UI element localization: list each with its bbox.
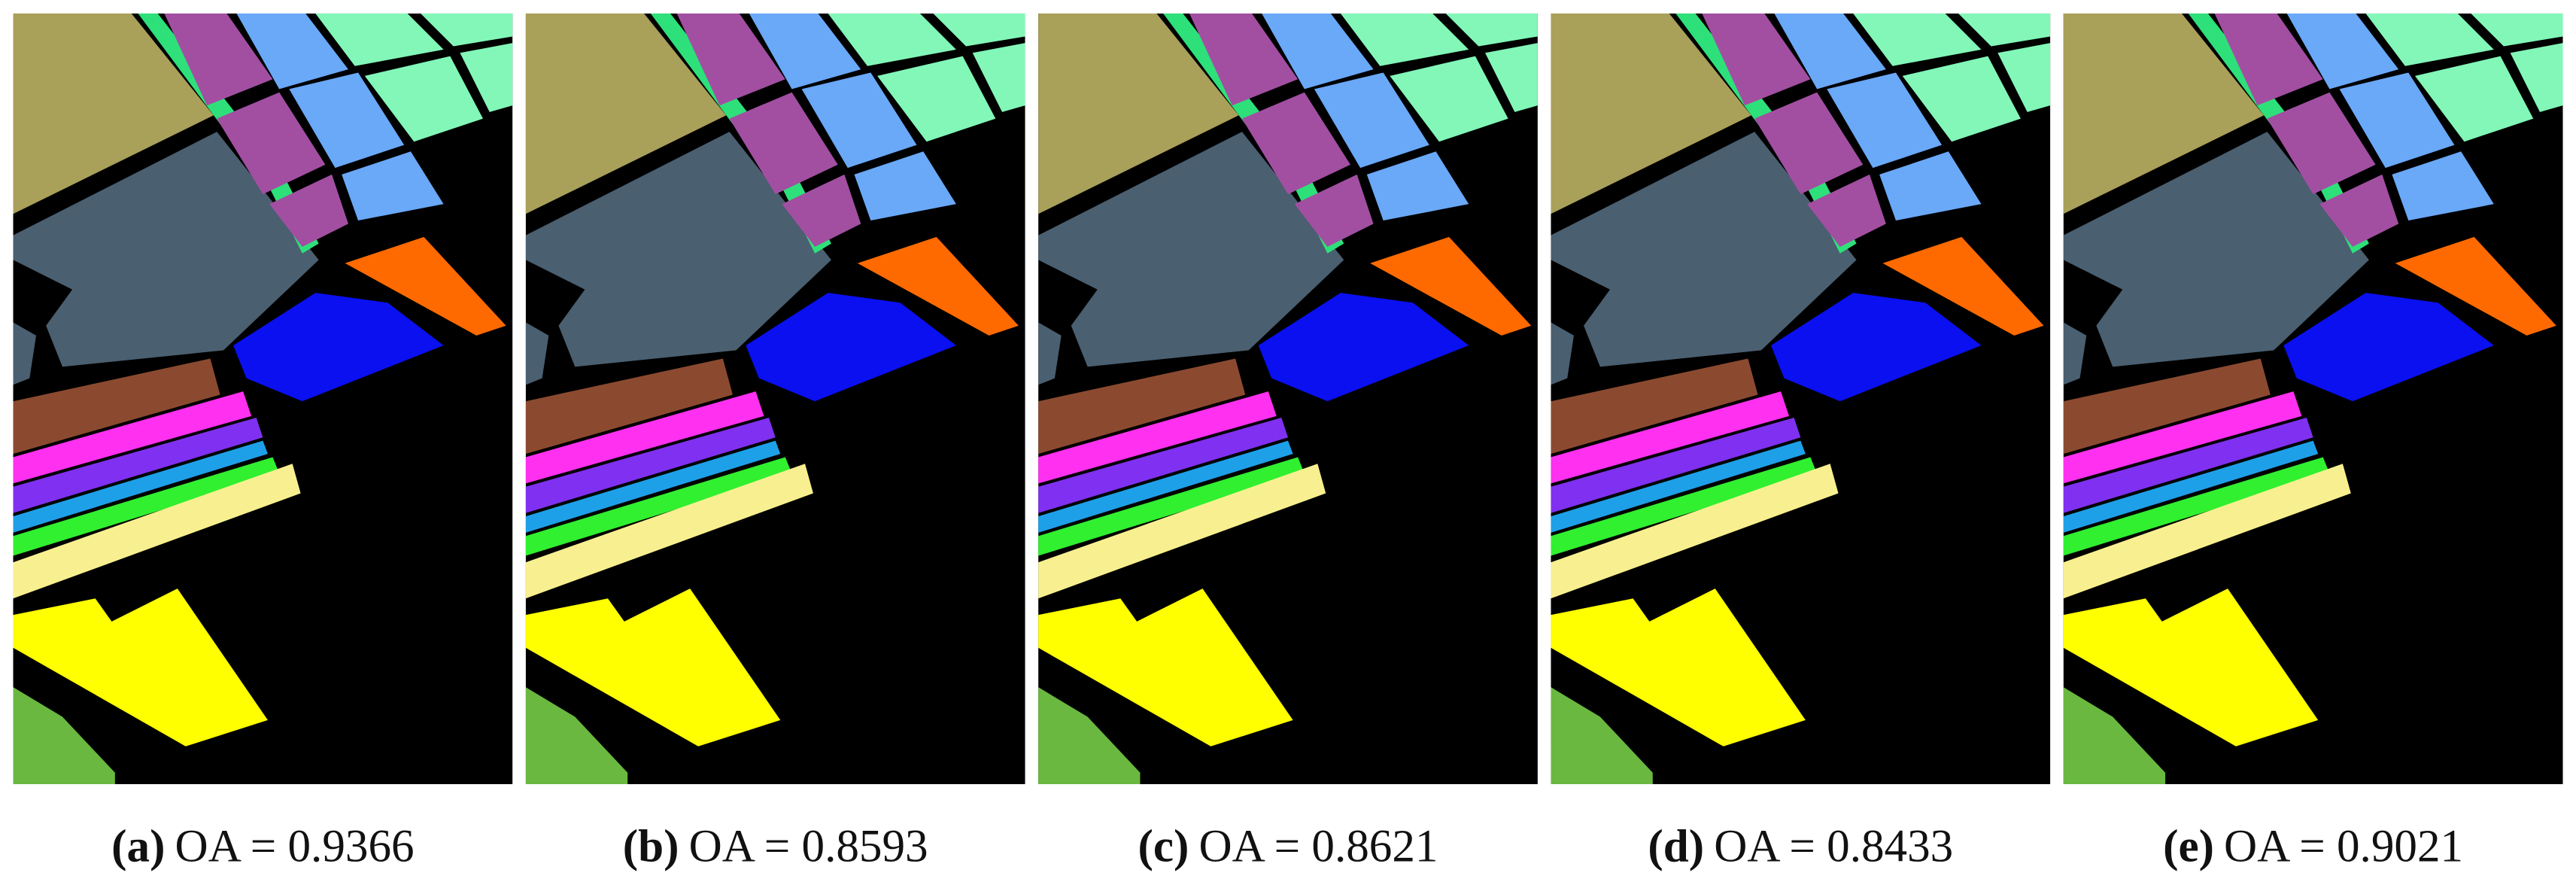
panel-caption: (e) OA = 0.9021 bbox=[2163, 822, 2463, 872]
panel-map bbox=[2064, 14, 2563, 784]
panel-map bbox=[526, 14, 1025, 784]
panel-label: (c) bbox=[1138, 822, 1189, 872]
panel-map bbox=[1551, 14, 2050, 784]
panel-map bbox=[13, 14, 512, 784]
panel-label: (b) bbox=[623, 822, 679, 872]
panel-caption: (b) OA = 0.8593 bbox=[623, 822, 928, 872]
panel-map bbox=[1038, 14, 1538, 784]
panel-caption: (a) OA = 0.9366 bbox=[111, 822, 414, 872]
panel-label: (e) bbox=[2163, 822, 2214, 872]
panel-label: (a) bbox=[111, 822, 165, 872]
panel-caption-text: OA = 0.9021 bbox=[2224, 822, 2463, 872]
panel-label: (d) bbox=[1648, 822, 1704, 872]
panel-caption: (d) OA = 0.8433 bbox=[1648, 822, 1953, 872]
panel-caption-text: OA = 0.8621 bbox=[1198, 822, 1438, 872]
panel-caption: (c) OA = 0.8621 bbox=[1138, 822, 1438, 872]
panel-caption-text: OA = 0.8593 bbox=[689, 822, 928, 872]
panel-caption-text: OA = 0.9366 bbox=[175, 822, 415, 872]
panel-caption-text: OA = 0.8433 bbox=[1714, 822, 1953, 872]
